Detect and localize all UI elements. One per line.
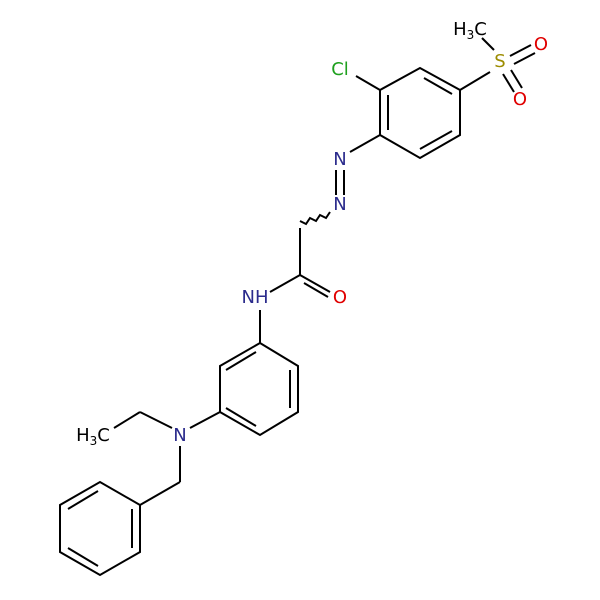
atom-label-sub: 3: [467, 28, 475, 42]
atom-label-main: N: [333, 194, 346, 215]
atom-label-end: C: [97, 425, 110, 446]
atom-label-main: N: [333, 149, 346, 170]
atom-label-end: C: [474, 19, 487, 40]
atom-label-main: O: [513, 89, 527, 110]
atom-label: H3C: [453, 19, 487, 42]
atom-label-main: Cl: [331, 59, 349, 80]
atom-label-main: S: [494, 51, 505, 72]
atom-label: S: [494, 51, 505, 72]
atom-label: N: [333, 149, 346, 170]
atom-label: O: [513, 89, 527, 110]
atom-label: O: [534, 34, 548, 55]
atom-label: NH: [242, 287, 269, 308]
bonds: [59, 37, 536, 577]
atom-label-sub: 3: [90, 434, 98, 448]
atom-label-main: H: [453, 19, 467, 40]
atom-label: N: [173, 425, 186, 446]
atom-label: O: [333, 287, 347, 308]
atom-label: H3C: [76, 425, 110, 448]
atom-label: N: [333, 194, 346, 215]
atom-label-main: H: [76, 425, 90, 446]
atom-label-main: NH: [242, 287, 269, 308]
atom-label-main: N: [173, 425, 186, 446]
atom-label-main: O: [534, 34, 548, 55]
atom-label: Cl: [331, 59, 349, 80]
atom-label-main: O: [333, 287, 347, 308]
